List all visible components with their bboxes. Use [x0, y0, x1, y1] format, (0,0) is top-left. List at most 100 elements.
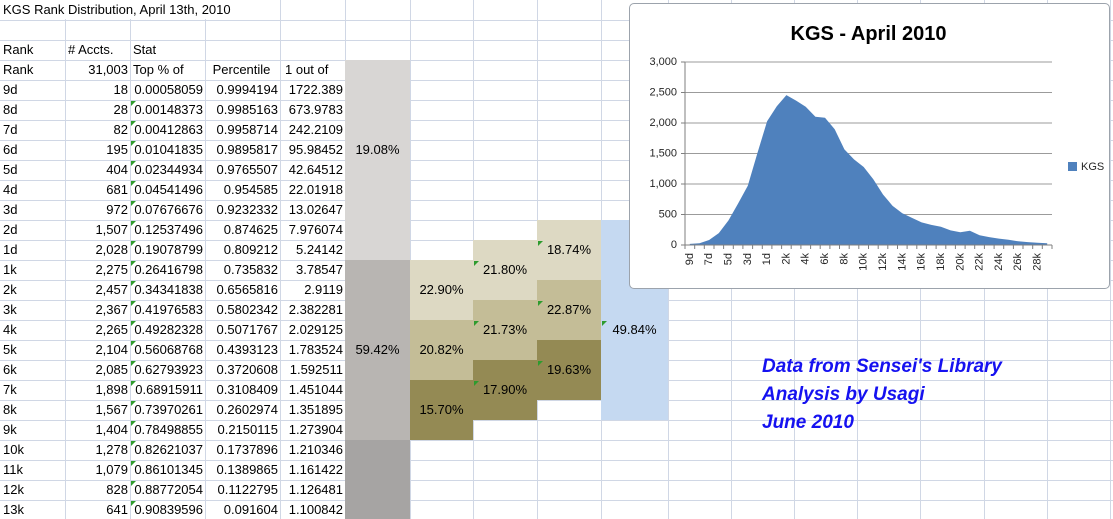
cell-rank[interactable]: 4d	[3, 182, 18, 197]
cell-percentile[interactable]: 0.954585	[223, 182, 278, 197]
cell-one-out-of[interactable]: 2.029125	[288, 322, 343, 337]
cell-rank[interactable]: 8k	[3, 402, 17, 417]
cell-top-pct[interactable]: 0.86101345	[134, 462, 203, 477]
cell-accounts[interactable]: 681	[106, 182, 128, 197]
cell-accounts[interactable]: 2,085	[95, 362, 128, 377]
cell-rank[interactable]: 11k	[3, 462, 23, 477]
cell-one-out-of[interactable]: 1.451044	[288, 382, 343, 397]
cell-top-pct[interactable]: 0.73970261	[134, 402, 203, 417]
highlight-block[interactable]	[410, 260, 473, 320]
cell-accounts[interactable]: 195	[106, 142, 128, 157]
cell-top-pct[interactable]: 0.00412863	[134, 122, 203, 137]
cell-top-pct[interactable]: 0.26416798	[134, 262, 203, 277]
block-percentage-label[interactable]: 22.90%	[419, 282, 464, 297]
cell-top-pct[interactable]: 0.90839596	[134, 502, 203, 517]
annotation-line[interactable]: Analysis by Usagi	[762, 384, 925, 405]
cell-percentile[interactable]: 0.4393123	[216, 342, 278, 357]
cell-rank[interactable]: 9k	[3, 422, 17, 437]
block-percentage-label[interactable]: 20.82%	[419, 342, 464, 357]
header-accts[interactable]: # Accts.	[68, 42, 114, 57]
block-percentage-label[interactable]: 15.70%	[419, 402, 464, 417]
cell-one-out-of[interactable]: 2.9119	[304, 282, 343, 297]
cell-top-pct[interactable]: 0.62793923	[134, 362, 203, 377]
cell-one-out-of[interactable]: 2.382281	[288, 302, 343, 317]
cell-one-out-of[interactable]: 22.01918	[288, 182, 343, 197]
cell-top-pct[interactable]: 0.78498855	[134, 422, 203, 437]
highlight-block[interactable]	[537, 340, 601, 400]
cell-accounts[interactable]: 28	[113, 102, 128, 117]
cell-accounts[interactable]: 1,079	[95, 462, 128, 477]
cell-percentile[interactable]: 0.2602974	[216, 402, 278, 417]
cell-rank[interactable]: 7d	[3, 122, 18, 137]
highlight-block[interactable]	[410, 320, 473, 380]
cell-one-out-of[interactable]: 7.976074	[288, 222, 343, 237]
cell-rank[interactable]: 2k	[3, 282, 17, 297]
cell-percentile[interactable]: 0.5071767	[216, 322, 278, 337]
block-percentage-label[interactable]: 59.42%	[355, 342, 400, 357]
cell-top-pct[interactable]: 0.12537496	[134, 222, 203, 237]
cell-rank[interactable]: 4k	[3, 322, 17, 337]
cell-percentile[interactable]: 0.2150115	[217, 422, 279, 437]
block-percentage-label[interactable]: 19.63%	[537, 360, 601, 380]
block-percentage-label[interactable]: 17.90%	[473, 380, 537, 400]
cell-top-pct[interactable]: 0.01041835	[134, 142, 203, 157]
block-percentage-label[interactable]: 21.80%	[473, 260, 537, 280]
cell-accounts[interactable]: 82	[113, 122, 128, 137]
cell-top-pct[interactable]: 0.49282328	[134, 322, 203, 337]
cell-accounts[interactable]: 1,898	[95, 382, 128, 397]
cell-top-pct[interactable]: 0.34341838	[134, 282, 203, 297]
cell-percentile[interactable]: 0.9994194	[216, 82, 278, 97]
block-percentage-label[interactable]: 21.73%	[473, 320, 537, 340]
cell-percentile[interactable]: 0.9895817	[216, 142, 278, 157]
cell-top-pct[interactable]: 0.00148373	[134, 102, 203, 117]
cell-percentile[interactable]: 0.1737896	[216, 442, 278, 457]
block-percentage-label[interactable]: 19.08%	[355, 142, 400, 157]
cell-one-out-of[interactable]: 1722.389	[288, 82, 343, 97]
cell-accounts[interactable]: 2,275	[95, 262, 128, 277]
total-accounts[interactable]: 31,003	[88, 62, 128, 77]
cell-rank[interactable]: 1d	[3, 242, 18, 257]
cell-one-out-of[interactable]: 1.161422	[288, 462, 343, 477]
cell-top-pct[interactable]: 0.07676676	[134, 202, 203, 217]
cell-accounts[interactable]: 2,367	[95, 302, 128, 317]
cell-rank[interactable]: 6k	[3, 362, 17, 377]
cell-one-out-of[interactable]: 673.9783	[288, 102, 343, 117]
cell-top-pct[interactable]: 0.00058059	[134, 82, 203, 97]
highlight-block[interactable]	[473, 300, 537, 360]
cell-rank[interactable]: 5k	[3, 342, 17, 357]
cell-percentile[interactable]: 0.5802342	[216, 302, 278, 317]
cell-percentile[interactable]: 0.1389865	[216, 462, 278, 477]
cell-one-out-of[interactable]: 1.210346	[288, 442, 343, 457]
block-percentage-label[interactable]: 49.84%	[601, 320, 668, 340]
cell-rank[interactable]: 5d	[3, 162, 18, 177]
block-percentage-label[interactable]: 22.87%	[537, 300, 601, 320]
cell-percentile[interactable]: 0.091604	[223, 502, 278, 517]
cell-accounts[interactable]: 2,457	[95, 282, 128, 297]
highlight-block[interactable]	[537, 220, 601, 280]
cell-one-out-of[interactable]: 1.273904	[288, 422, 343, 437]
cell-percentile[interactable]: 0.809212	[223, 242, 278, 257]
cell-accounts[interactable]: 828	[106, 482, 128, 497]
highlight-block[interactable]	[345, 260, 410, 440]
cell-percentile[interactable]: 0.6565816	[216, 282, 278, 297]
cell-rank[interactable]: 12k	[3, 482, 24, 497]
cell-top-pct[interactable]: 0.19078799	[134, 242, 203, 257]
cell-rank[interactable]: 10k	[3, 442, 24, 457]
cell-top-pct[interactable]: 0.04541496	[134, 182, 203, 197]
annotation-line[interactable]: Data from Sensei's Library	[762, 356, 1002, 377]
highlight-block[interactable]	[473, 360, 537, 420]
cell-one-out-of[interactable]: 95.98452	[288, 142, 343, 157]
cell-accounts[interactable]: 2,104	[95, 342, 128, 357]
highlight-block[interactable]	[345, 60, 410, 260]
cell-rank[interactable]: 1k	[3, 262, 17, 277]
cell-percentile[interactable]: 0.3720608	[216, 362, 278, 377]
cell-top-pct[interactable]: 0.02344934	[134, 162, 203, 177]
cell-percentile[interactable]: 0.9765507	[216, 162, 278, 177]
highlight-block[interactable]	[410, 380, 473, 440]
cell-one-out-of[interactable]: 3.78547	[296, 262, 343, 277]
cell-top-pct[interactable]: 0.56068768	[134, 342, 203, 357]
cell-percentile[interactable]: 0.735832	[223, 262, 278, 277]
cell-rank[interactable]: 6d	[3, 142, 18, 157]
cell-one-out-of[interactable]: 42.64512	[288, 162, 343, 177]
